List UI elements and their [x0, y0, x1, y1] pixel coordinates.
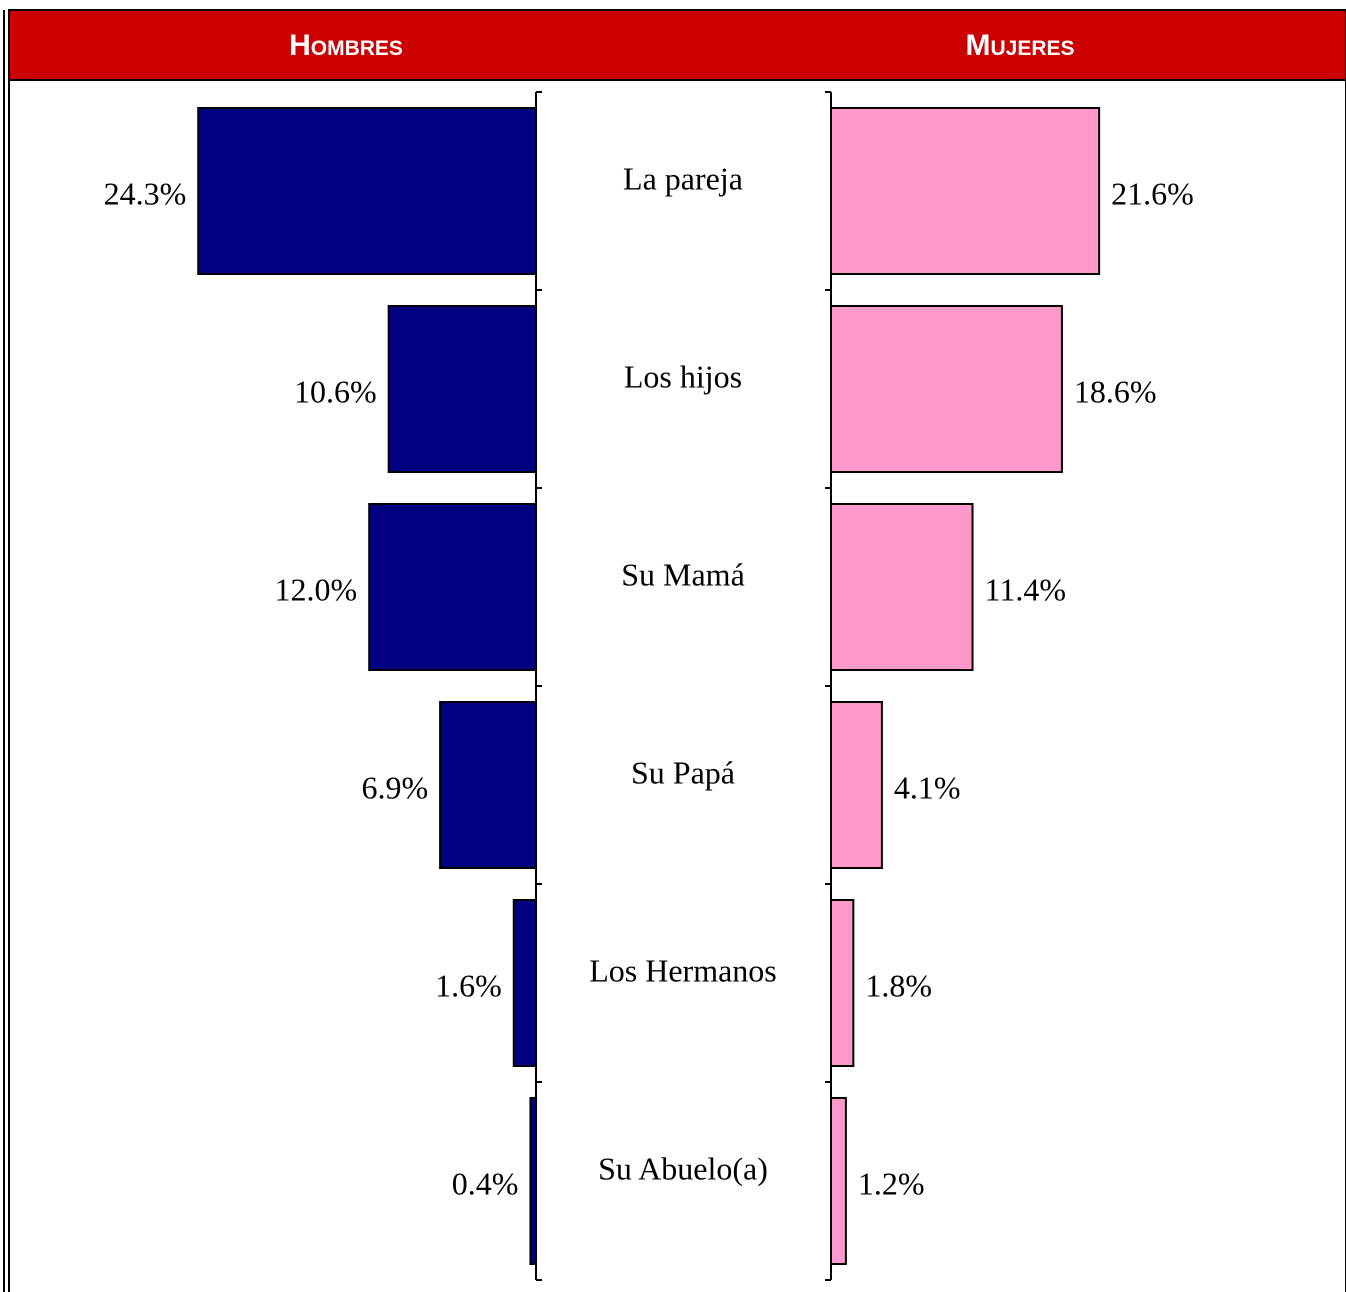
bar	[830, 899, 855, 1067]
bar	[830, 503, 974, 671]
bar	[439, 701, 537, 869]
header-band	[8, 9, 1346, 81]
bar	[830, 305, 1063, 473]
bar	[387, 305, 537, 473]
category-label: La pareja	[623, 160, 743, 196]
bar	[529, 1097, 537, 1265]
bar	[830, 1097, 847, 1265]
bar	[368, 503, 538, 671]
category-label: Los Hermanos	[589, 952, 777, 988]
category-label: Su Abuelo(a)	[598, 1150, 768, 1186]
value-label: 12.0%	[275, 571, 358, 607]
panel-title: Mujeres	[965, 29, 1074, 62]
value-label: 1.6%	[435, 967, 502, 1003]
value-label: 4.1%	[894, 769, 961, 805]
panel-title: Hombres	[289, 29, 403, 62]
bar	[830, 107, 1101, 275]
value-label: 1.2%	[858, 1165, 925, 1201]
value-label: 21.6%	[1111, 175, 1194, 211]
value-label: 1.8%	[865, 967, 932, 1003]
bar	[512, 899, 538, 1067]
value-label: 6.9%	[361, 769, 428, 805]
value-label: 11.4%	[985, 571, 1066, 607]
bar	[197, 107, 538, 275]
category-label: Su Papá	[631, 754, 735, 790]
value-label: 24.3%	[104, 175, 187, 211]
category-label: Los hijos	[624, 358, 742, 394]
value-label: 10.6%	[294, 373, 377, 409]
value-label: 0.4%	[452, 1165, 519, 1201]
bar	[830, 701, 883, 869]
category-label: Su Mamá	[621, 556, 745, 592]
value-label: 18.6%	[1074, 373, 1157, 409]
